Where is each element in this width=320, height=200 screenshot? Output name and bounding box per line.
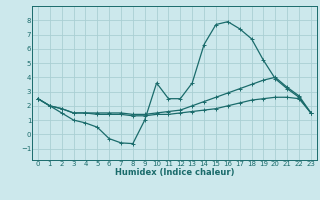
X-axis label: Humidex (Indice chaleur): Humidex (Indice chaleur) (115, 168, 234, 177)
